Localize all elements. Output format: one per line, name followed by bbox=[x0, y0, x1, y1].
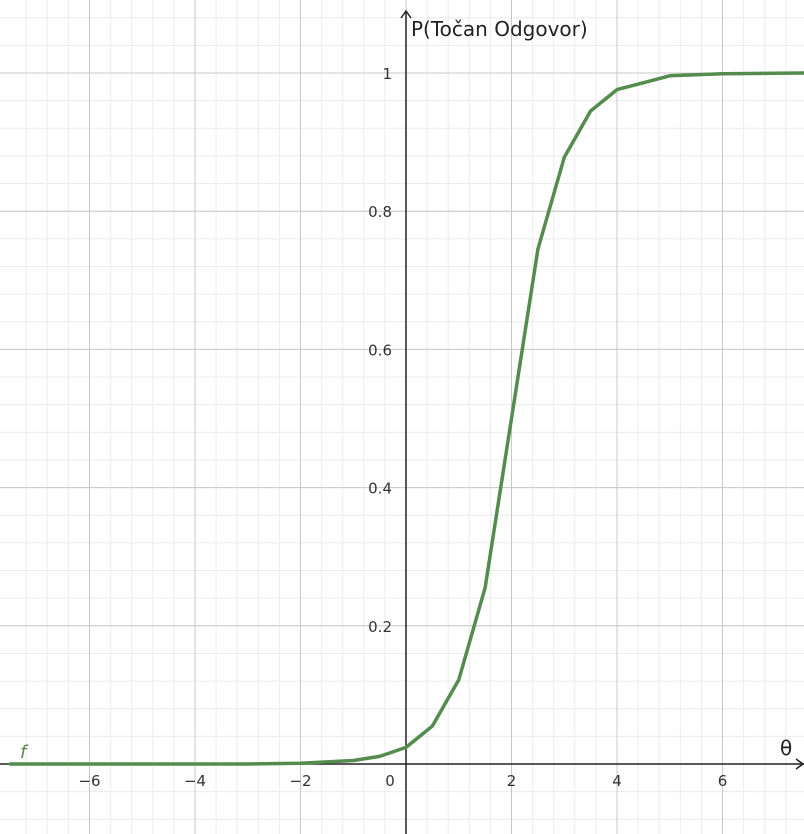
x-tick-label: 4 bbox=[612, 772, 622, 790]
curves: f bbox=[8, 71, 804, 766]
x-tick-label: 0 bbox=[385, 772, 395, 790]
x-axis-arrow-icon bbox=[795, 758, 804, 770]
y-tick-label: 1 bbox=[382, 65, 392, 83]
y-axis-arrow-icon bbox=[400, 9, 412, 19]
tick-labels: −6 −4 −2 0 2 4 6 0.2 0.4 0.6 0.8 1 bbox=[78, 65, 727, 790]
x-tick-label: −4 bbox=[184, 772, 206, 790]
series-line-f bbox=[8, 71, 804, 766]
series-label-f: f bbox=[20, 742, 29, 763]
x-axis-title: θ bbox=[780, 736, 792, 760]
y-tick-label: 0.4 bbox=[368, 480, 392, 498]
y-axis-title: P(Točan Odgovor) bbox=[411, 17, 588, 41]
y-tick-label: 0.8 bbox=[368, 203, 392, 221]
axes bbox=[0, 9, 804, 834]
x-tick-label: −6 bbox=[78, 772, 100, 790]
x-tick-label: −2 bbox=[289, 772, 311, 790]
x-tick-label: 2 bbox=[507, 772, 517, 790]
x-tick-label: 6 bbox=[718, 772, 728, 790]
y-tick-label: 0.6 bbox=[368, 341, 392, 359]
y-tick-label: 0.2 bbox=[368, 618, 392, 636]
